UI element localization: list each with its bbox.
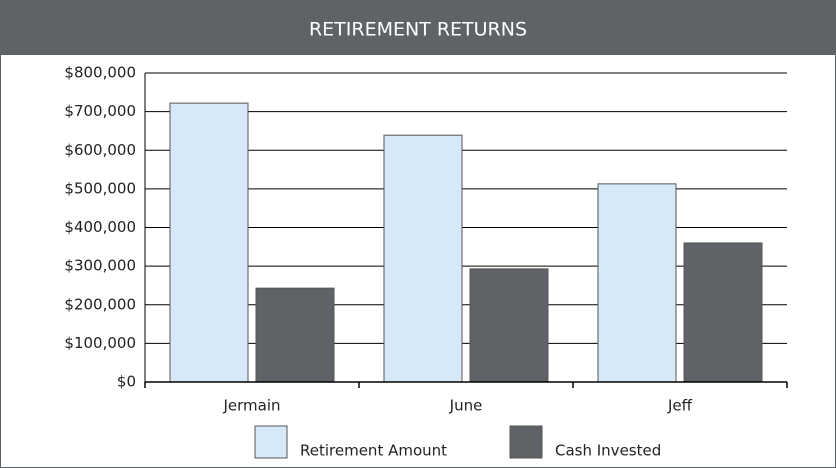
y-tick-label: $0 — [117, 373, 136, 391]
legend-swatch — [254, 425, 288, 459]
y-tick-label: $700,000 — [64, 102, 136, 120]
legend-swatch — [509, 425, 543, 459]
bar — [683, 242, 763, 383]
y-tick-label: $400,000 — [64, 218, 136, 236]
y-tick-label: $600,000 — [64, 141, 136, 159]
y-tick-label: $500,000 — [64, 179, 136, 197]
bar — [469, 268, 549, 383]
x-tick-label: Jermain — [222, 397, 280, 415]
header — [0, 0, 836, 55]
bar — [169, 102, 249, 383]
x-tick-label: June — [449, 397, 483, 415]
y-tick-label: $800,000 — [64, 64, 136, 82]
chart-title: RETIREMENT RETURNS — [309, 19, 527, 41]
legend-label: Cash Invested — [555, 442, 661, 460]
bar — [597, 183, 677, 383]
y-tick-label: $200,000 — [64, 295, 136, 313]
bar — [255, 287, 335, 383]
y-tick-label: $300,000 — [64, 257, 136, 275]
y-tick-label: $100,000 — [64, 334, 136, 352]
bar — [383, 134, 463, 383]
legend-label: Retirement Amount — [300, 442, 447, 460]
x-tick-label: Jeff — [667, 397, 693, 415]
